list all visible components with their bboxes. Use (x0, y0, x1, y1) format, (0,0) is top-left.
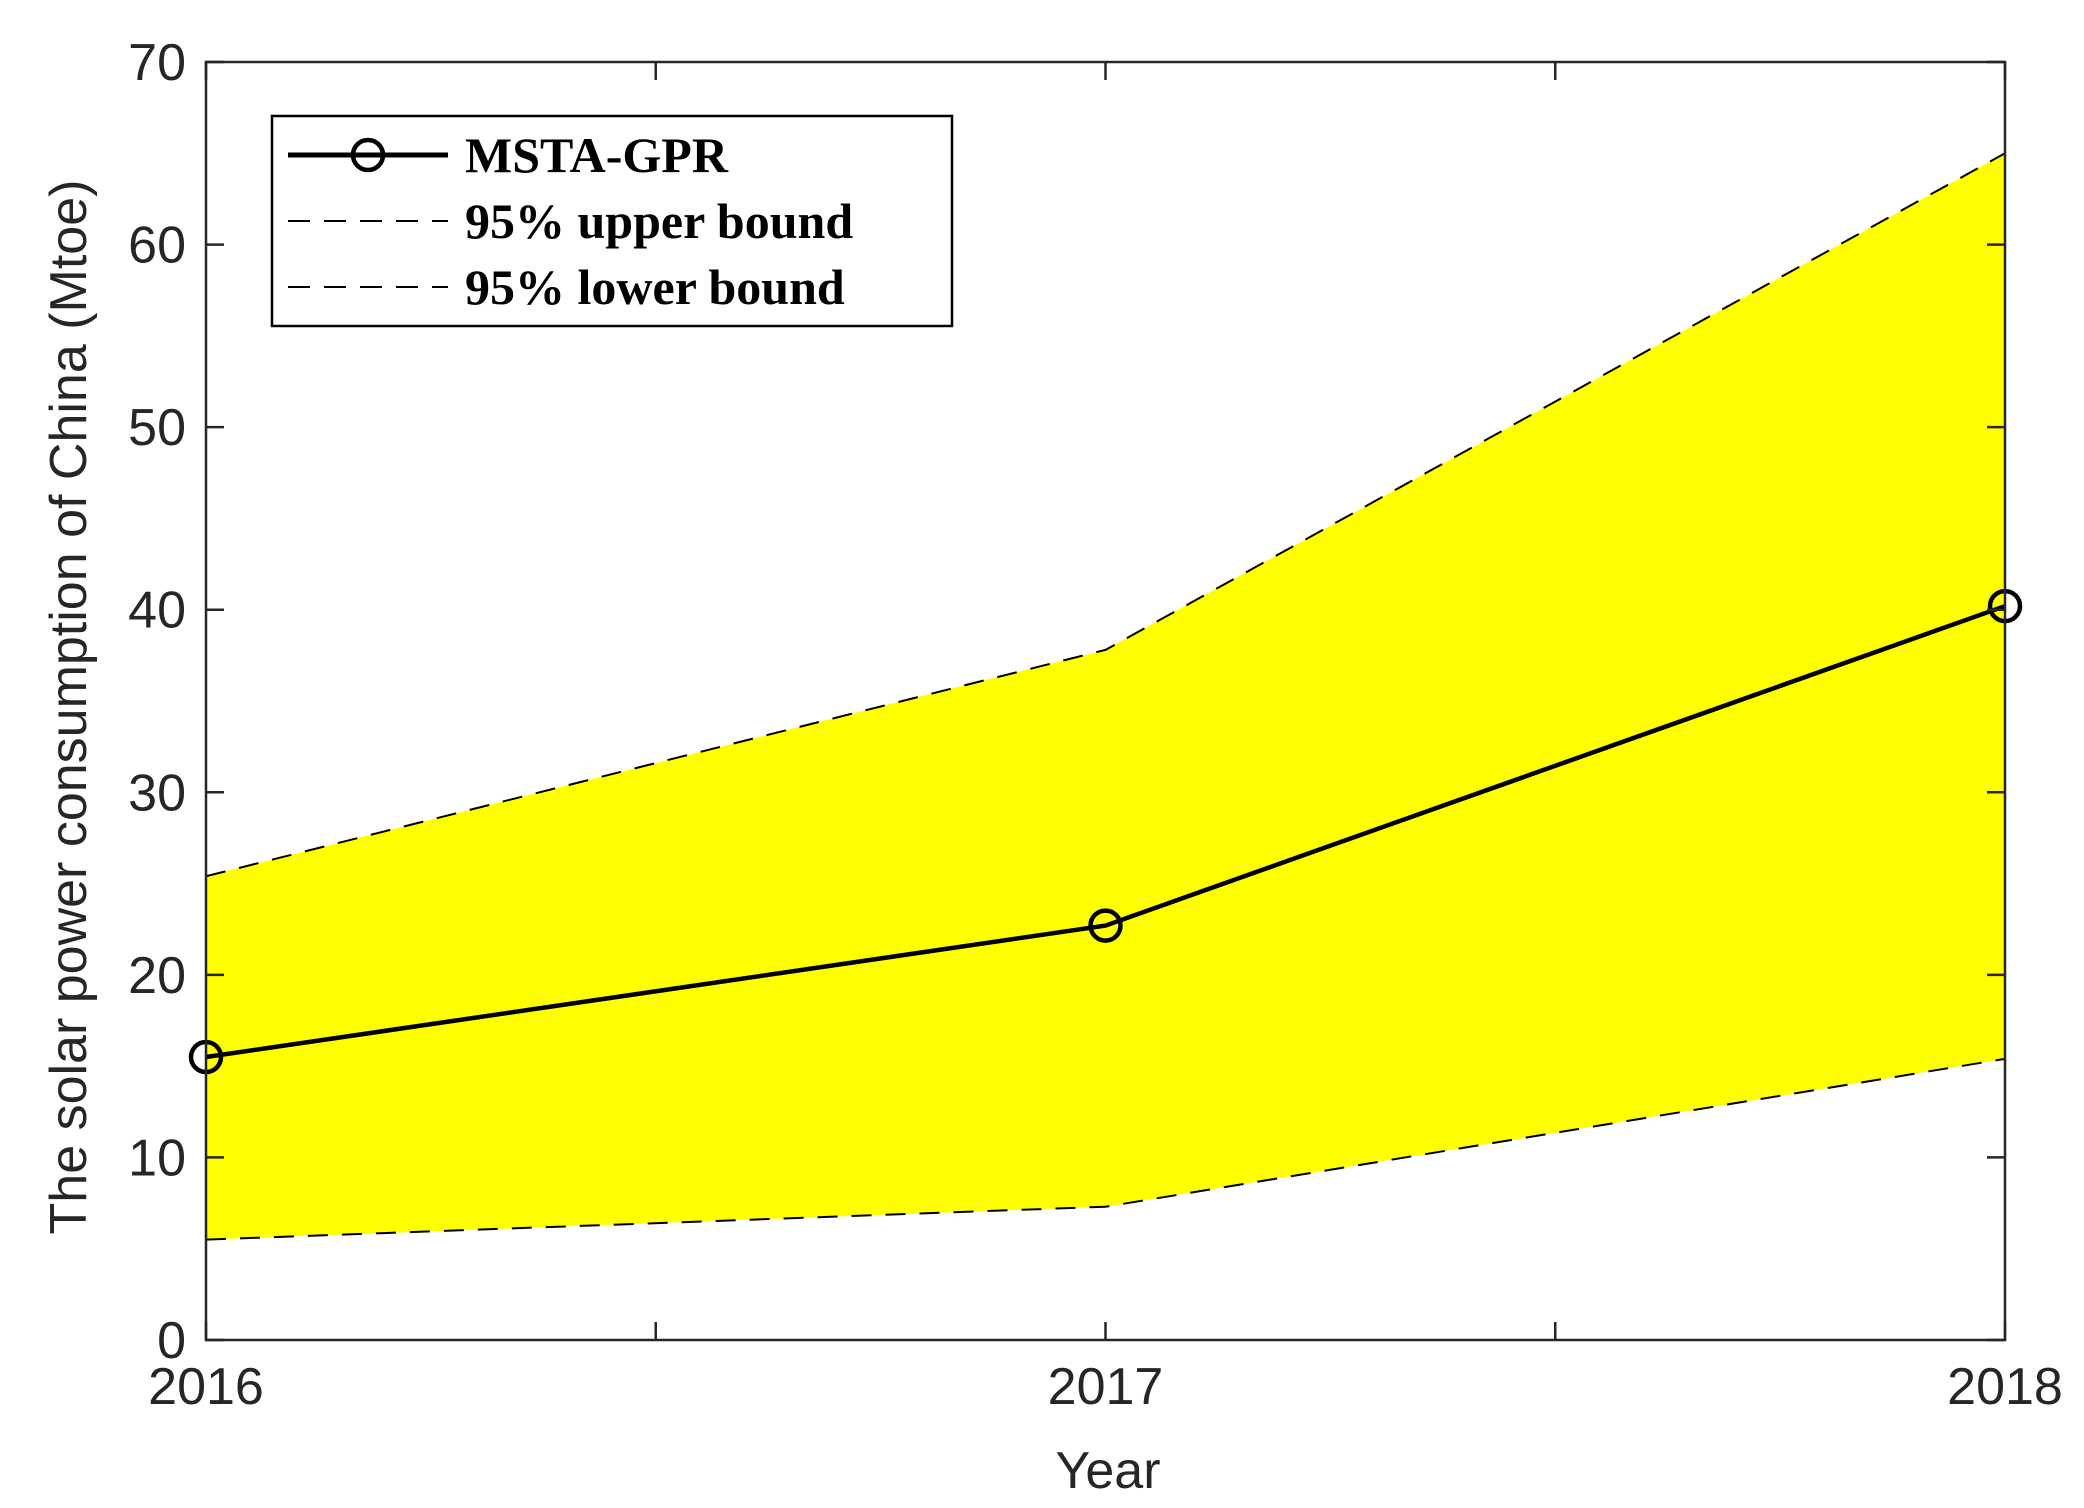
y-tick-label-50: 50 (128, 399, 186, 457)
legend-label-upper-bound: 95% upper bound (465, 193, 853, 249)
x-tick-label-2018: 2018 (1947, 1358, 2063, 1416)
y-tick-label-40: 40 (128, 582, 186, 640)
y-tick-label-10: 10 (128, 1129, 186, 1187)
x-tick-label-2017: 2017 (1048, 1358, 1164, 1416)
confidence-band-area (206, 153, 2005, 1240)
y-axis-title: The solar power consumption of China (Mt… (40, 180, 98, 1235)
y-tick-label-20: 20 (128, 947, 186, 1005)
series-layer (188, 152, 2023, 1241)
confidence-band-layer (206, 153, 2005, 1240)
legend-box (270, 114, 954, 328)
y-tick-label-70: 70 (128, 34, 186, 92)
y-tick-label-30: 30 (128, 764, 186, 822)
y-tick-label-60: 60 (128, 217, 186, 275)
series-line-95-lower-bound (205, 1057, 2006, 1241)
x-tick-label-2016: 2016 (148, 1358, 264, 1416)
data-point-2017 (1088, 908, 1123, 943)
y-tick-label-0: 0 (157, 1312, 186, 1370)
legend-label-lower-bound: 95% lower bound (465, 259, 845, 315)
legend-marker-msta-gpr (350, 137, 386, 173)
ticks-layer: 0 10 20 30 40 50 60 70 2016 2017 2018 (128, 34, 2063, 1416)
legend-label-msta-gpr: MSTA-GPR (465, 127, 729, 183)
x-axis-title: Year (1055, 1442, 1160, 1500)
series-line-msta-gpr (205, 603, 2006, 1060)
legend: MSTA-GPR 95% upper bound 95% lower bound (270, 114, 954, 328)
series-line-95-upper-bound (205, 152, 2006, 878)
